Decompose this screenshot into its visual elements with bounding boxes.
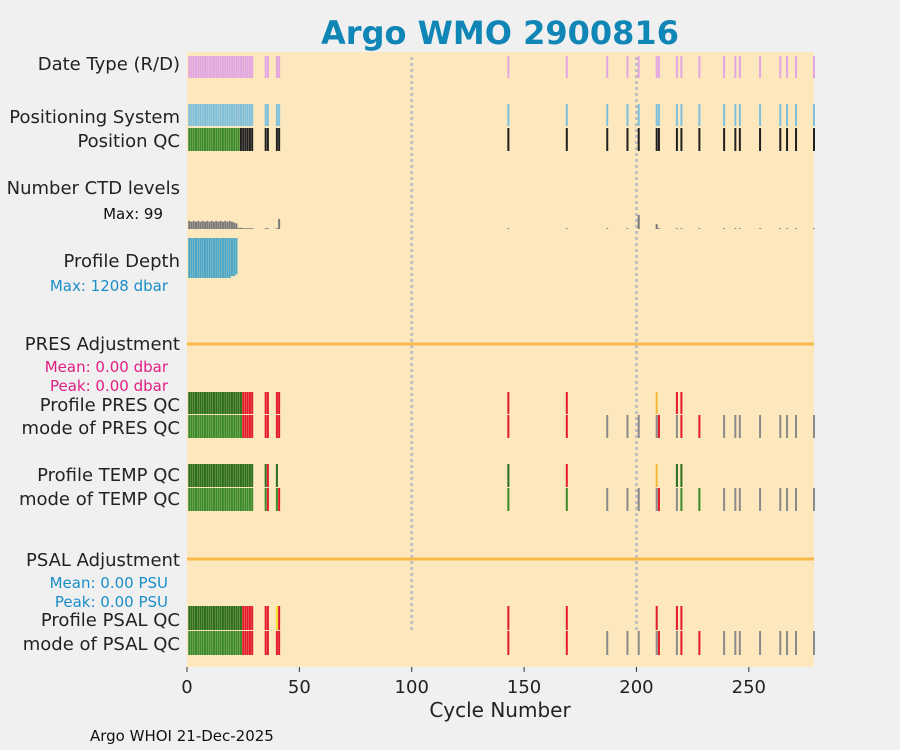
x-axis: 0 50 100 150 200 250 bbox=[181, 667, 766, 698]
label-position-qc: Position QC bbox=[77, 131, 180, 152]
x-tick-label-150: 150 bbox=[507, 677, 541, 698]
label-depth-max: Max: 1208 dbar bbox=[50, 277, 169, 295]
x-tick-label-50: 50 bbox=[288, 677, 311, 698]
footer-text: Argo WHOI 21-Dec-2025 bbox=[90, 727, 274, 745]
label-pres-mean: Mean: 0.00 dbar bbox=[45, 358, 169, 376]
label-profile-depth: Profile Depth bbox=[63, 251, 180, 272]
x-axis-label: Cycle Number bbox=[429, 698, 571, 722]
label-psal-mean: Mean: 0.00 PSU bbox=[50, 574, 168, 592]
x-tick-label-200: 200 bbox=[619, 677, 653, 698]
label-profile-psal-qc: Profile PSAL QC bbox=[41, 610, 180, 631]
label-mode-pres-qc: mode of PRES QC bbox=[22, 418, 180, 439]
x-tick-label-100: 100 bbox=[395, 677, 429, 698]
label-psal-adjustment: PSAL Adjustment bbox=[26, 550, 180, 571]
label-profile-temp-qc: Profile TEMP QC bbox=[37, 465, 180, 486]
plot-area bbox=[187, 52, 814, 667]
x-tick-label-250: 250 bbox=[732, 677, 766, 698]
chart-title: Argo WMO 2900816 bbox=[321, 14, 679, 52]
label-ctd-max: Max: 99 bbox=[103, 205, 163, 223]
row-labels: Date Type (R/D) Positioning System Posit… bbox=[7, 54, 180, 655]
qc-marks bbox=[187, 56, 815, 655]
x-tick-label-0: 0 bbox=[181, 677, 192, 698]
label-mode-temp-qc: mode of TEMP QC bbox=[19, 489, 180, 510]
label-pres-adjustment: PRES Adjustment bbox=[25, 334, 180, 355]
label-psal-peak: Peak: 0.00 PSU bbox=[55, 593, 168, 611]
label-ctd-levels: Number CTD levels bbox=[7, 178, 180, 199]
label-mode-psal-qc: mode of PSAL QC bbox=[23, 634, 180, 655]
label-pres-peak: Peak: 0.00 dbar bbox=[50, 377, 169, 395]
label-profile-pres-qc: Profile PRES QC bbox=[40, 395, 180, 416]
label-date-type: Date Type (R/D) bbox=[38, 54, 180, 75]
label-positioning-system: Positioning System bbox=[9, 107, 180, 128]
